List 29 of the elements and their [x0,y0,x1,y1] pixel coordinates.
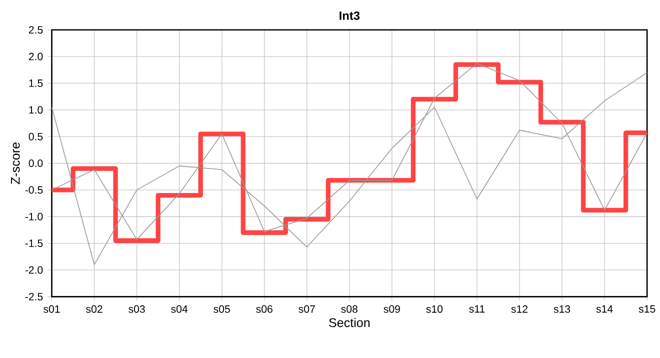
y-tick-label: -1.0 [25,212,43,220]
x-tick-label: s04 [171,305,188,313]
x-tick-label: s08 [341,305,358,313]
y-tick-label: 2.5 [28,26,43,34]
x-axis-title: Section [329,318,370,327]
y-tick-label: 0.5 [28,132,43,140]
x-tick-label: s11 [469,305,485,313]
y-tick-label: 1.5 [29,79,43,87]
x-tick-label: s10 [426,305,443,313]
y-tick-label: -2.5 [25,292,43,300]
x-tick-label: s13 [554,305,570,313]
x-tick-label: s15 [638,305,656,313]
y-tick-label: -1.5 [25,239,43,247]
x-tick-label: s05 [214,305,230,313]
x-tick-label: s12 [511,305,528,313]
y-tick-label: 0.0 [28,159,43,167]
chart-title: Int3 [340,11,360,20]
y-axis-title: Z-score [11,142,20,184]
x-tick-label: s07 [298,305,315,313]
x-tick-label: s02 [86,305,102,313]
x-tick-label: s03 [128,305,145,313]
y-tick-label: 1.0 [29,106,43,114]
x-tick-label: s01 [44,305,60,313]
y-tick-label: -2.0 [25,266,43,274]
y-tick-label: -0.5 [25,186,43,194]
x-tick-label: s14 [596,305,613,313]
x-tick-label: s09 [384,305,400,313]
x-tick-label: s06 [256,305,272,313]
y-tick-label: 2.0 [28,52,43,60]
